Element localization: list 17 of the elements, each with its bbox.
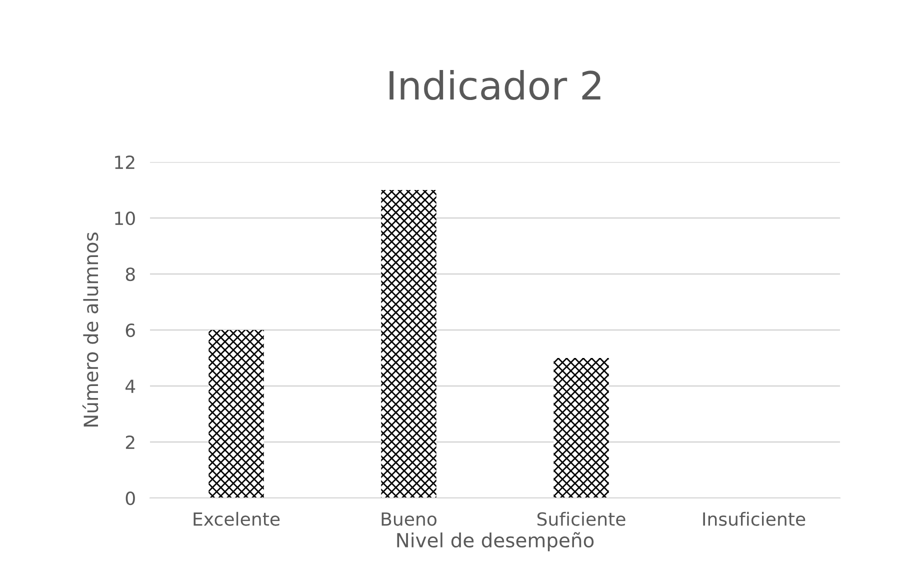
y-tick-label: 10	[115, 211, 135, 226]
x-tick-label: Suficiente	[537, 512, 626, 526]
bar	[554, 358, 609, 498]
y-tick-label: 4	[126, 380, 136, 393]
y-tick-label: 8	[126, 267, 135, 282]
y-tick-label: 12	[115, 155, 134, 169]
y-tick-label: 2	[126, 435, 134, 449]
x-axis-title: Nivel de desempeño	[397, 532, 594, 552]
y-tick-label: 6	[126, 323, 135, 338]
bar	[381, 190, 436, 498]
x-tick-label: Bueno	[382, 512, 436, 526]
y-tick-label: 0	[126, 491, 135, 506]
chart-title: Indicador 2	[390, 70, 600, 100]
x-tick-label: Insuficiente	[703, 512, 806, 526]
bar	[208, 330, 264, 498]
y-axis-title: Número de alumnos	[82, 232, 98, 427]
x-tick-label: Excelente	[194, 512, 280, 526]
